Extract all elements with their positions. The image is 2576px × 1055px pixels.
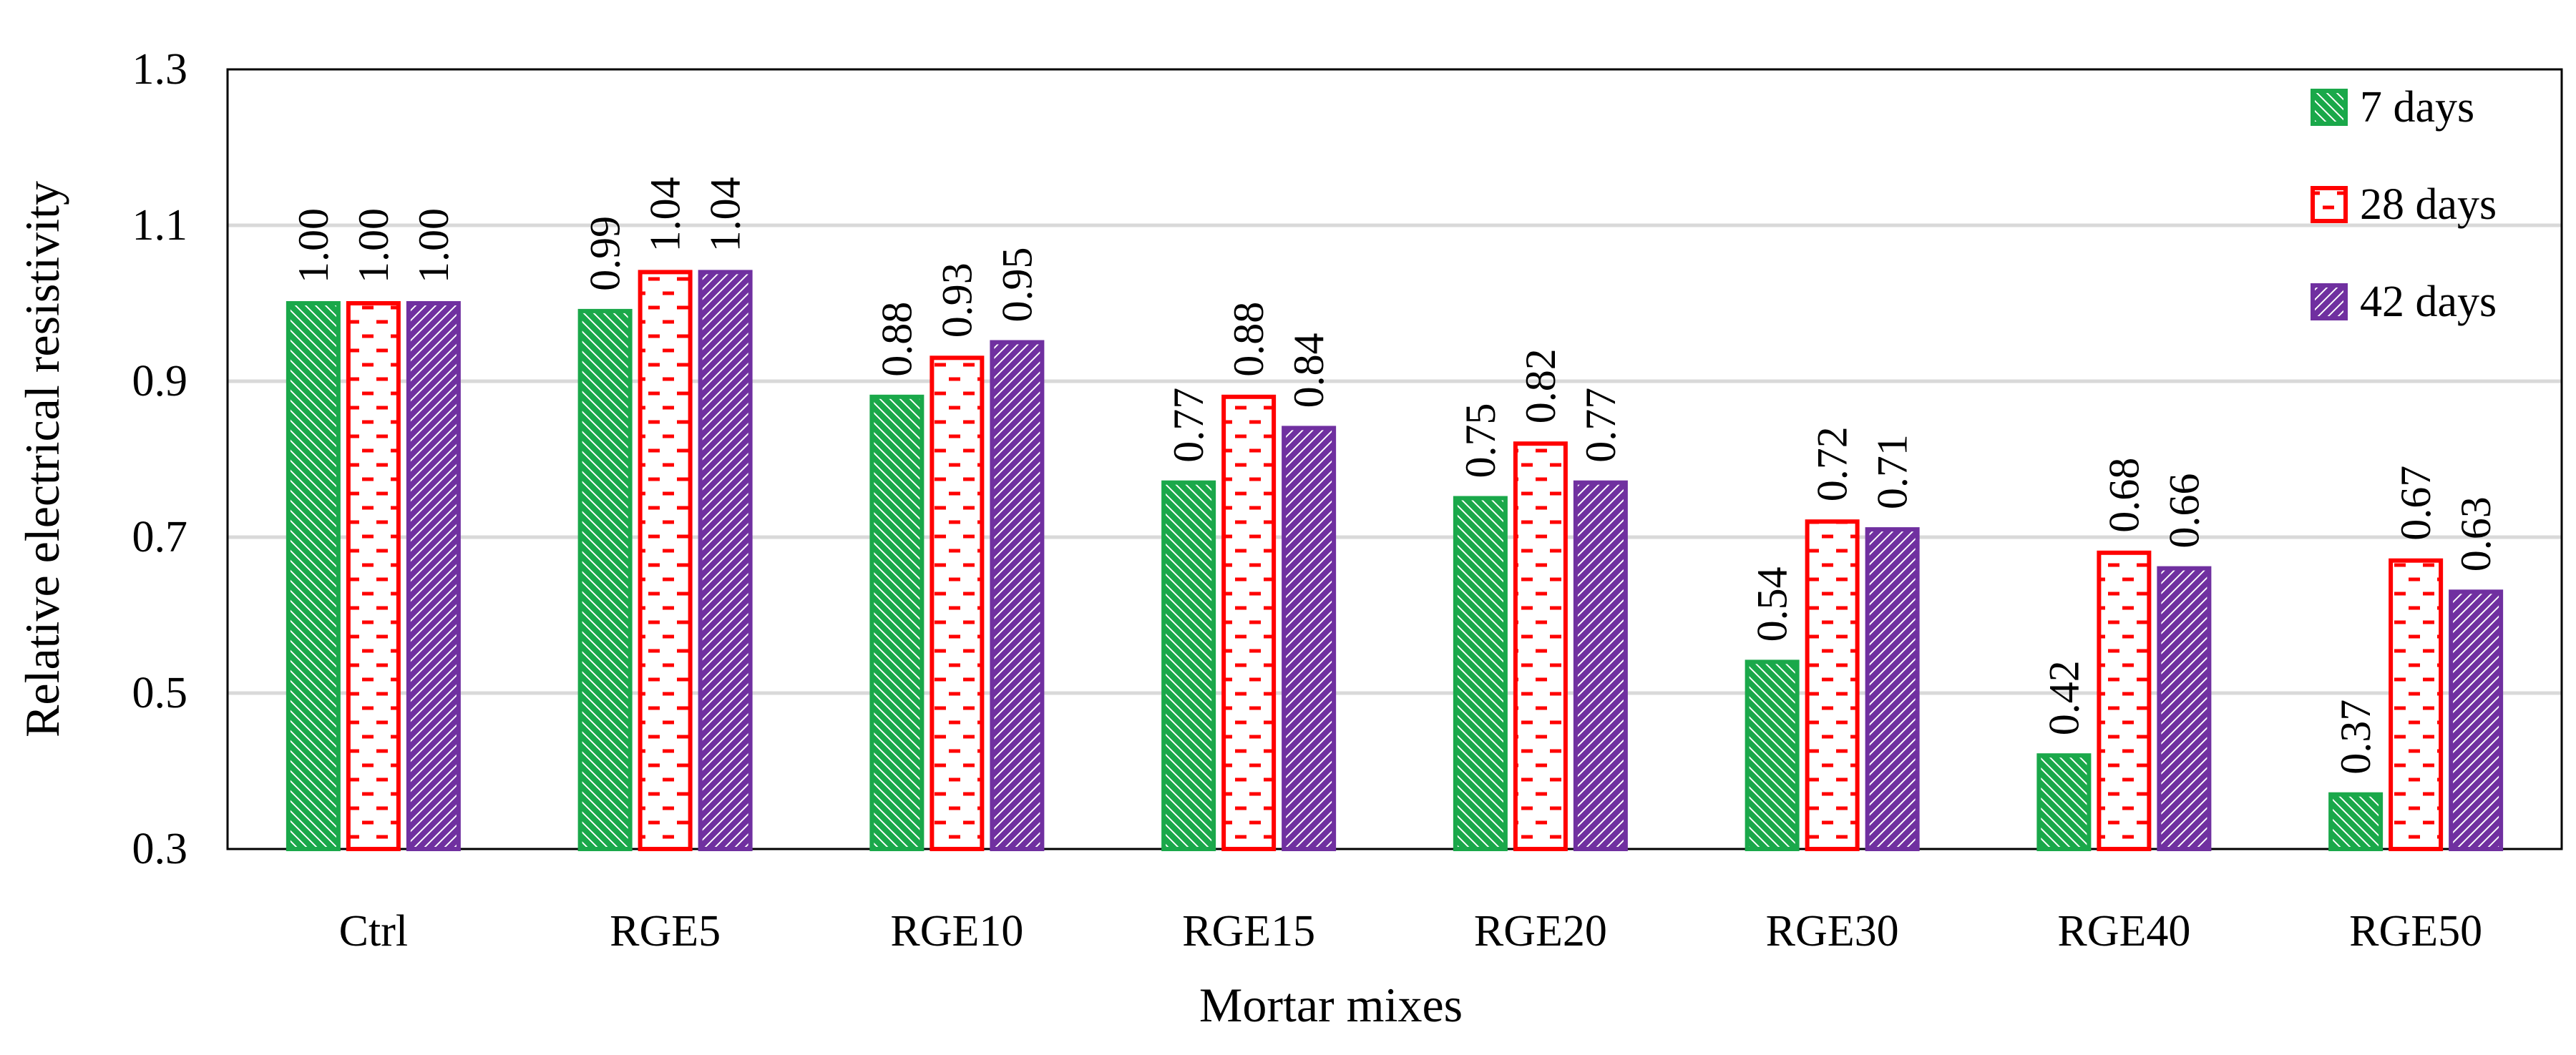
y-tick-label: 0.3 (132, 825, 188, 873)
data-label: 0.93 (933, 262, 980, 338)
data-label: 0.95 (993, 247, 1040, 323)
y-tick-label: 0.7 (132, 513, 188, 561)
bar-42-days-RGE10 (990, 340, 1045, 851)
x-axis-categories: Ctrl RGE5 RGE10 RGE15 RGE20 RGE30 RGE40 RGE50 (339, 907, 2482, 956)
legend-label: 42 days (2360, 278, 2497, 326)
data-label: 1.04 (642, 177, 689, 252)
bar-7-days-RGE50 (2328, 792, 2384, 851)
x-category-label: RGE10 (890, 907, 1023, 956)
bar-42-days-RGE50 (2449, 589, 2504, 851)
legend-swatch-42-days (2311, 283, 2348, 320)
data-label: 0.88 (873, 302, 920, 377)
gridlines (228, 223, 2562, 695)
data-label: 1.00 (350, 208, 397, 283)
bar-7-days-Ctrl (286, 301, 341, 851)
bar-28-days-RGE30 (1805, 519, 1860, 851)
y-axis-title: Relative electrical resistivity (15, 181, 69, 737)
bars (286, 270, 2504, 852)
bar-7-days-RGE10 (869, 394, 924, 851)
bar-28-days-RGE40 (2097, 550, 2152, 851)
data-label: 1.00 (410, 208, 457, 283)
y-tick-label: 1.3 (132, 45, 188, 94)
bar-7-days-RGE40 (2036, 753, 2092, 851)
x-category-label: RGE30 (1766, 907, 1899, 956)
legend-label: 7 days (2360, 83, 2474, 132)
data-label: 0.75 (1457, 403, 1504, 479)
data-label: 0.63 (2452, 496, 2499, 571)
bar-28-days-RGE10 (930, 355, 985, 851)
legend-label: 28 days (2360, 180, 2497, 229)
y-tick-label: 1.1 (132, 201, 188, 250)
bar-42-days-RGE40 (2157, 566, 2212, 851)
legend-swatch-7-days (2311, 89, 2348, 126)
bar-7-days-RGE20 (1453, 496, 1508, 851)
data-label: 0.71 (1869, 434, 1916, 509)
x-category-label: RGE20 (1474, 907, 1607, 956)
bar-7-days-RGE30 (1745, 659, 1800, 852)
data-label: 0.72 (1809, 426, 1856, 501)
x-axis-title: Mortar mixes (1199, 978, 1463, 1032)
bar-42-days-Ctrl (406, 301, 461, 851)
bar-28-days-RGE15 (1221, 394, 1277, 851)
bar-28-days-RGE20 (1513, 441, 1568, 851)
data-label: 0.77 (1165, 388, 1212, 463)
bar-42-days-RGE30 (1865, 527, 1920, 851)
data-label: 0.88 (1225, 302, 1272, 377)
data-label: 0.42 (2040, 660, 2087, 735)
x-category-label: RGE40 (2057, 907, 2190, 956)
x-category-label: RGE5 (610, 907, 721, 956)
y-tick-label: 0.9 (132, 357, 188, 406)
bar-28-days-RGE5 (638, 270, 693, 851)
bar-28-days-RGE50 (2389, 558, 2444, 851)
data-labels: 1.00 1.00 1.00 0.99 1.04 1.04 0.88 0.93 0.95 0.77… (290, 177, 2499, 774)
legend-swatch-28-days (2311, 186, 2348, 223)
plot-area-frame (226, 68, 2563, 850)
y-axis-ticks: 0.3 0.5 0.7 0.9 1.1 1.3 (132, 45, 188, 873)
bar-7-days-RGE15 (1161, 480, 1216, 851)
data-label: 0.77 (1577, 388, 1624, 463)
data-label: 1.00 (290, 208, 337, 283)
x-category-label: RGE15 (1182, 907, 1315, 956)
bar-7-days-RGE5 (577, 308, 633, 851)
data-label: 0.82 (1517, 348, 1564, 423)
x-category-label: Ctrl (339, 907, 408, 956)
y-tick-label: 0.5 (132, 669, 188, 717)
bar-42-days-RGE15 (1282, 426, 1337, 851)
bar-42-days-RGE5 (698, 270, 753, 851)
data-label: 0.68 (2100, 458, 2147, 533)
data-label: 0.54 (1749, 566, 1796, 642)
x-category-label: RGE50 (2349, 907, 2482, 956)
bar-42-days-RGE20 (1573, 480, 1628, 851)
data-label: 0.99 (582, 216, 629, 291)
data-label: 0.66 (2160, 473, 2207, 549)
data-label: 0.37 (2332, 700, 2379, 775)
data-label: 0.67 (2392, 466, 2439, 541)
data-label: 0.84 (1285, 333, 1332, 408)
data-label: 1.04 (702, 177, 749, 252)
legend: 7 days 28 days 42 days (2311, 83, 2497, 326)
bar-28-days-Ctrl (346, 301, 401, 851)
